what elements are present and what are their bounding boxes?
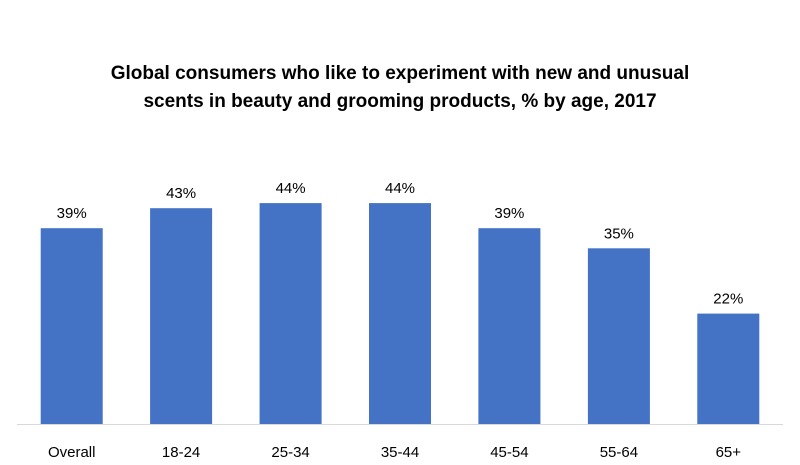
bar-18-24 (150, 208, 213, 424)
category-tick-label: 18-24 (162, 444, 200, 461)
data-label: 44% (276, 180, 306, 197)
bar-65- (697, 313, 760, 424)
category-tick-label: 55-64 (600, 444, 638, 461)
chart-title-line-2: scents in beauty and grooming products, … (143, 91, 657, 112)
bar-55-64 (587, 248, 650, 424)
data-label: 35% (604, 225, 634, 242)
data-label: 44% (385, 180, 415, 197)
bar-overall (40, 228, 103, 424)
data-label: 43% (166, 185, 196, 202)
category-tick-label: 65+ (716, 444, 742, 461)
bar-35-44 (369, 203, 431, 424)
category-tick-label: 25-34 (271, 444, 309, 461)
bar-45-54 (478, 228, 541, 424)
category-tick-label: 35-44 (381, 444, 419, 461)
data-label: 39% (57, 205, 87, 222)
data-label: 39% (494, 205, 524, 222)
chart-title-line-1: Global consumers who like to experiment … (110, 63, 690, 84)
data-label: 22% (713, 291, 743, 308)
bar-25-34 (259, 203, 322, 424)
category-tick-label: 45-54 (490, 444, 528, 461)
category-tick-label: Overall (48, 444, 96, 461)
chart-title: Global consumers who like to experiment … (40, 60, 760, 116)
